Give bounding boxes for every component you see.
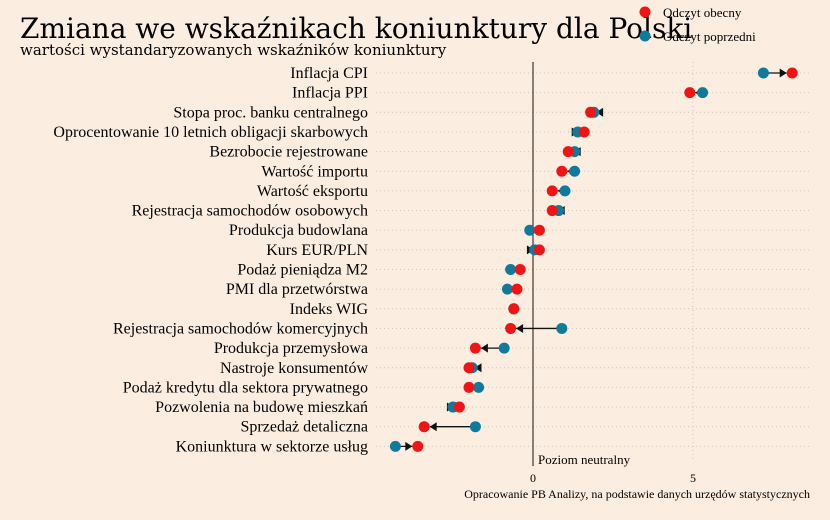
previous-point	[473, 381, 485, 393]
category-label: Podaż kredytu dla sektora prywatnego	[123, 379, 368, 396]
neutral-level-label: Poziom neutralny	[538, 452, 631, 467]
category-label: Rejestracja samochodów osobowych	[132, 203, 368, 220]
previous-point	[498, 342, 510, 354]
current-point	[418, 421, 430, 433]
x-tick-label: 0	[530, 471, 536, 485]
current-point	[578, 126, 590, 138]
change-arrow-head	[779, 68, 787, 78]
category-label: Koniunktura w sektorze usług	[176, 438, 368, 455]
category-label: Sprzedaż detaliczna	[241, 419, 368, 436]
current-point	[562, 146, 574, 158]
category-labels: Inflacja CPI Inflacja PPI Stopa proc. bank…	[53, 65, 368, 455]
category-label: Nastroje konsumentów	[220, 360, 368, 377]
current-point	[463, 381, 475, 393]
category-label: Podaż pieniądza M2	[237, 262, 368, 279]
category-label: PMI dla przetwórstwa	[226, 281, 368, 298]
current-point	[585, 106, 597, 118]
data-marks	[389, 67, 798, 452]
current-point	[469, 342, 481, 354]
change-arrow-head	[516, 323, 524, 333]
category-label: Wartość eksportu	[257, 183, 368, 200]
chart-title: Zmiana we wskaźnikach koniunktury dla Po…	[20, 12, 692, 45]
x-tick-label: 5	[690, 471, 696, 485]
legend-current-marker	[639, 6, 651, 18]
previous-point	[505, 264, 517, 275]
previous-point	[556, 322, 568, 334]
current-point	[533, 224, 545, 236]
current-point	[786, 67, 798, 79]
source-note: Opracowanie PB Analizy, na podstawie dan…	[464, 487, 810, 501]
category-label: Stopa proc. banku centralnego	[173, 104, 368, 121]
category-label: Inflacja CPI	[290, 65, 368, 82]
change-arrow-head	[480, 343, 488, 353]
category-label: Rejestracja samochodów komercyjnych	[113, 320, 368, 337]
legend-current-label: Odczyt obecny	[663, 5, 742, 20]
current-point	[546, 185, 558, 197]
current-point	[511, 283, 523, 295]
chart-subtitle: wartości wystandaryzowanych wskaźników k…	[20, 41, 447, 59]
category-label: Wartość importu	[261, 163, 368, 180]
current-point	[684, 87, 696, 99]
category-label: Inflacja PPI	[292, 85, 368, 102]
change-arrow-head	[474, 363, 482, 373]
previous-point	[501, 283, 513, 295]
change-arrow-head	[596, 107, 604, 117]
previous-point	[569, 165, 581, 177]
category-label: Produkcja przemysłowa	[214, 340, 368, 357]
category-label: Bezrobocie rejestrowane	[209, 144, 368, 161]
previous-point	[389, 440, 401, 452]
category-label: Produkcja budowlana	[229, 222, 368, 239]
current-point	[412, 440, 424, 452]
category-label: Indeks WIG	[290, 301, 369, 318]
category-label: Oprocentowanie 10 letnich obligacji skar…	[53, 124, 368, 141]
current-point	[546, 205, 558, 217]
previous-point	[469, 421, 481, 433]
current-point	[514, 264, 526, 275]
gridlines	[376, 62, 812, 462]
current-point	[508, 303, 520, 315]
previous-point	[559, 185, 571, 197]
previous-point	[757, 67, 769, 79]
legend: Odczyt obecny Odczyt poprzedni	[639, 5, 756, 44]
current-point	[556, 165, 568, 177]
current-point	[505, 322, 517, 334]
current-point	[533, 244, 545, 256]
legend-previous-marker	[639, 30, 651, 42]
current-point	[453, 401, 465, 413]
change-arrow-head	[405, 441, 413, 451]
current-point	[463, 362, 475, 374]
legend-previous-label: Odczyt poprzedni	[663, 29, 756, 44]
previous-point	[524, 224, 536, 236]
previous-point	[697, 87, 709, 99]
category-label: Pozwolenia na budowę mieszkań	[155, 399, 368, 416]
category-label: Kurs EUR/PLN	[266, 242, 368, 259]
change-arrow-head	[429, 422, 437, 432]
